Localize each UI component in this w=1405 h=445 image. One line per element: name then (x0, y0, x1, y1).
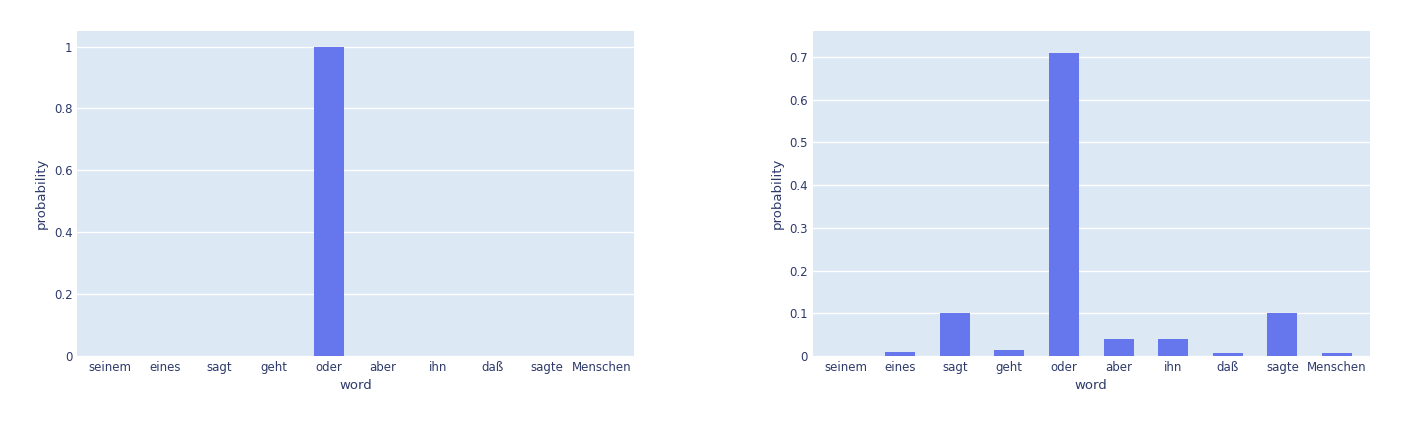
Bar (1213, 353, 1243, 356)
X-axis label: word: word (340, 380, 372, 392)
Bar (1322, 352, 1352, 356)
Bar (940, 313, 969, 356)
Bar (995, 350, 1024, 356)
Bar (885, 352, 915, 356)
Bar (1103, 339, 1134, 356)
Bar (1158, 339, 1189, 356)
X-axis label: word: word (1075, 380, 1107, 392)
Y-axis label: probability: probability (771, 158, 784, 229)
Bar (1267, 313, 1297, 356)
Bar (1050, 53, 1079, 356)
Y-axis label: probability: probability (35, 158, 48, 229)
Bar (313, 47, 344, 356)
